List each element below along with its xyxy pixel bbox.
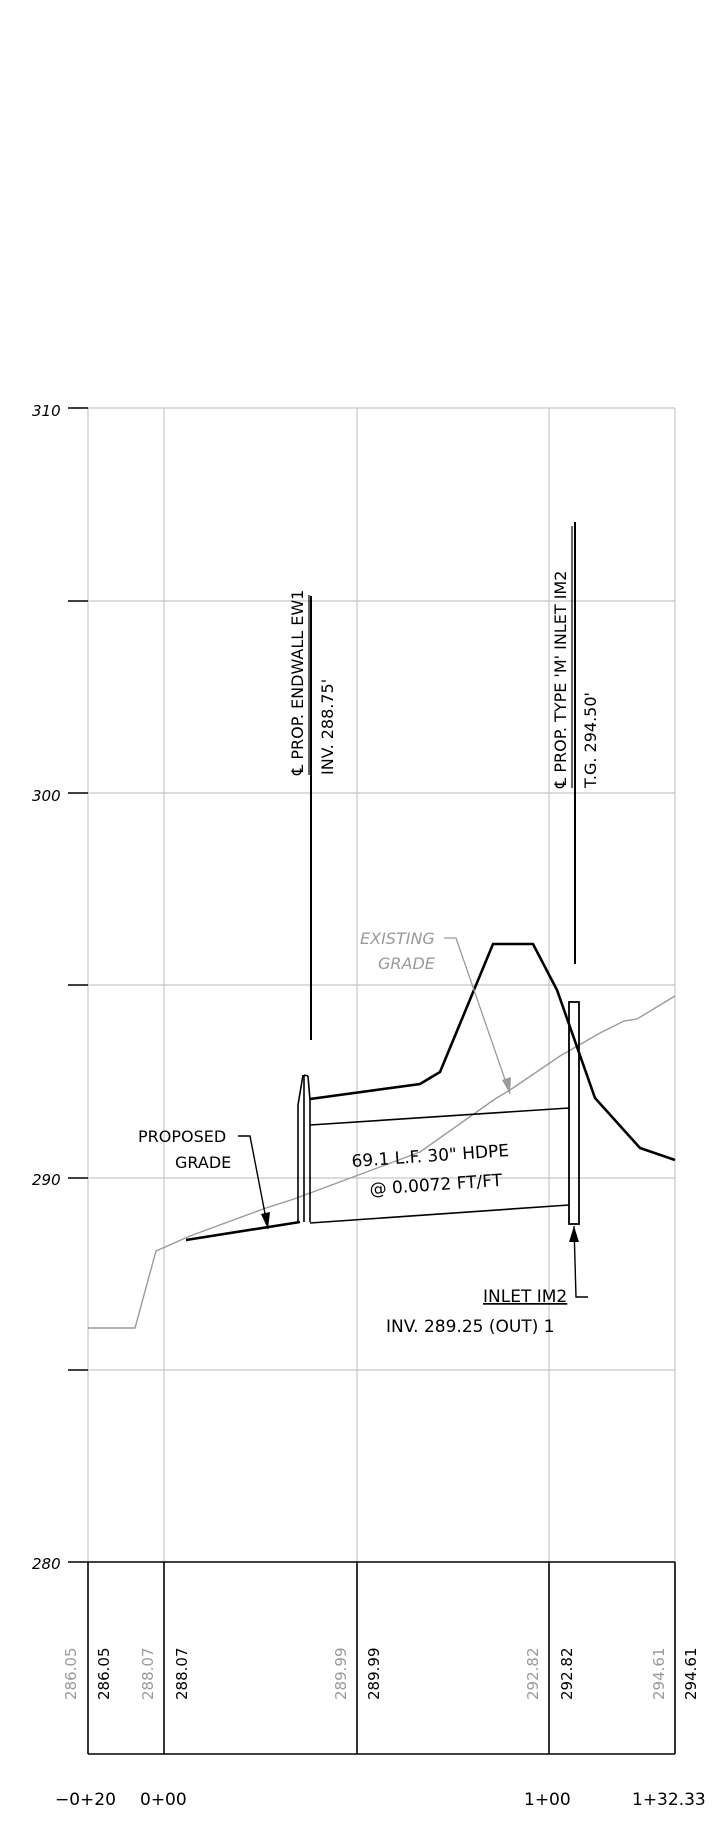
inlet-note-leader (573, 1225, 588, 1298)
existing-grade-leader (444, 937, 511, 1095)
proposed-grade-label-2: GRADE (175, 1153, 231, 1172)
elev-proposed-5: 294.61 (682, 1648, 700, 1701)
elev-proposed-3: 289.99 (365, 1648, 383, 1701)
elevation-values: 286.05 286.05 288.07 288.07 289.99 289.9… (62, 1648, 700, 1701)
proposed-grade-leader (238, 1135, 269, 1230)
elev-existing-2: 288.07 (139, 1648, 157, 1701)
existing-grade-label-2: GRADE (378, 954, 436, 973)
pipe-label-2: @ 0.0072 FT/FT (369, 1171, 503, 1200)
elevation-table-frame (87, 1561, 676, 1755)
elev-existing-4: 292.82 (524, 1648, 542, 1701)
inlet-im2-shape (568, 1001, 580, 1225)
elev-proposed-2: 288.07 (173, 1648, 191, 1701)
inlet-note-arrowhead (569, 1226, 579, 1242)
station-label-4: 1+32.33 (632, 1790, 706, 1810)
endwall-inv: INV. 288.75' (318, 679, 337, 775)
proposed-grade-line-right (309, 942, 676, 1162)
profile-grid (87, 407, 676, 1562)
station-label-2: 0+00 (140, 1790, 187, 1810)
inlet-note-title: INLET IM2 (483, 1287, 567, 1307)
elev-existing-1: 286.05 (62, 1648, 80, 1701)
endwall-title: ℄ PROP. ENDWALL EW1 (288, 590, 307, 776)
inlet-label-group: ℄ PROP. TYPE 'M' INLET IM2 T.G. 294.50' (551, 526, 600, 789)
endwall-label-group: ℄ PROP. ENDWALL EW1 INV. 288.75' (288, 590, 337, 776)
pipe-hdpe (309, 1107, 570, 1224)
station-label-1: −0+20 (55, 1790, 116, 1810)
y-label-300: 300 (32, 787, 61, 805)
elev-proposed-1: 286.05 (95, 1648, 113, 1701)
endwall-ew1-shape (297, 1074, 311, 1222)
proposed-grade-line (185, 1220, 301, 1242)
proposed-grade-label-1: PROPOSED (138, 1127, 226, 1146)
existing-grade-line (88, 995, 676, 1329)
proposed-grade-arrowhead (261, 1212, 270, 1229)
inlet-note-inv: INV. 289.25 (OUT) 1 (386, 1317, 555, 1337)
elev-proposed-4: 292.82 (558, 1648, 576, 1701)
inlet-top-title: ℄ PROP. TYPE 'M' INLET IM2 (551, 571, 570, 789)
existing-grade-arrowhead (502, 1077, 511, 1094)
inlet-top-tg: T.G. 294.50' (581, 692, 600, 789)
existing-grade-label-1: EXISTING (360, 929, 435, 948)
y-label-310: 310 (32, 402, 61, 420)
station-label-3: 1+00 (524, 1790, 571, 1810)
y-axis-ticks (68, 407, 88, 1563)
elev-existing-3: 289.99 (332, 1648, 350, 1701)
pipe-label-1: 69.1 L.F. 30" HDPE (351, 1141, 510, 1172)
y-label-280: 280 (32, 1555, 61, 1573)
elev-existing-5: 294.61 (650, 1648, 668, 1701)
y-label-290: 290 (32, 1171, 61, 1189)
